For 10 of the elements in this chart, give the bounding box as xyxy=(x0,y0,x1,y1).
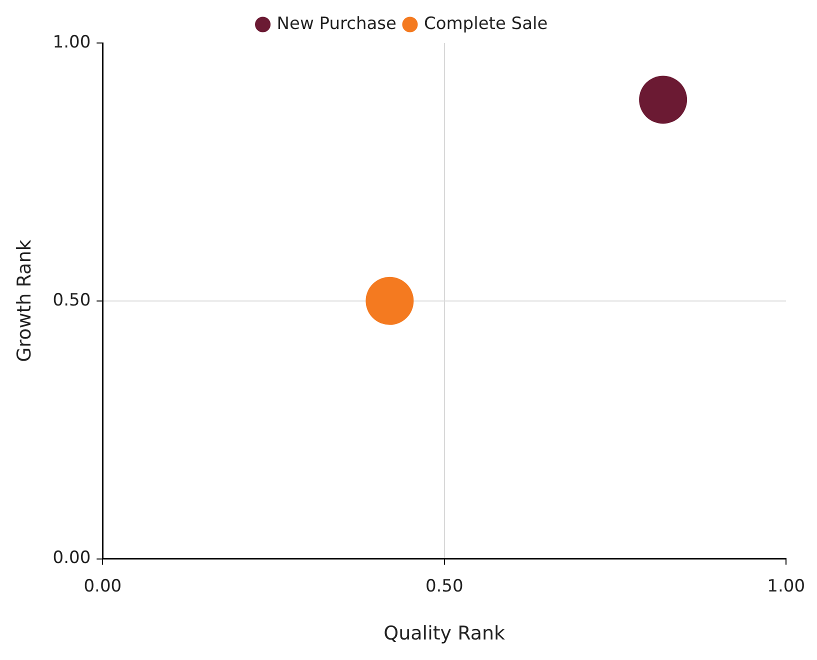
x-tick-label: 0.50 xyxy=(425,576,464,596)
y-tick-label: 1.00 xyxy=(52,32,91,52)
y-tick-label: 0.50 xyxy=(52,290,91,310)
legend-label: New Purchase xyxy=(276,14,396,34)
y-tick-label: 0.00 xyxy=(52,548,91,568)
x-tick-label: 1.00 xyxy=(767,576,806,596)
x-tick-label: 0.00 xyxy=(84,576,122,596)
legend-label: Complete Sale xyxy=(424,14,548,34)
y-axis-title: Growth Rank xyxy=(13,240,36,362)
x-axis-title: Quality Rank xyxy=(384,622,506,645)
